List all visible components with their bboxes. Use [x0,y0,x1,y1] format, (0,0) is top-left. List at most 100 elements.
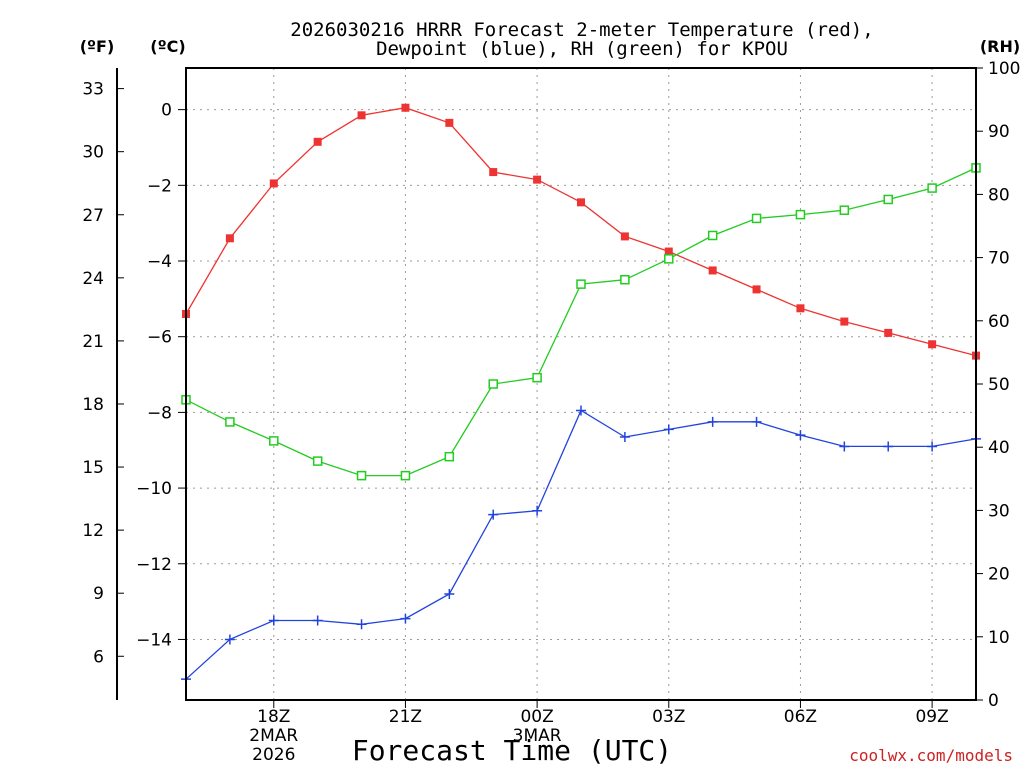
fahrenheit-unit-label: (ºF) [80,37,115,56]
rh-point [225,417,235,427]
chart-title-line2: Dewpoint (blue), RH (green) for KPOU [376,38,788,60]
temperature-point [577,198,585,207]
celsius-tick-label: −4 [147,252,172,272]
dewpoint-point [883,441,894,452]
temperature-series [182,103,980,360]
dewpoint-point [663,424,674,435]
dewpoint-point [576,405,586,416]
rh-point [795,209,806,220]
year-label: 2026 [252,745,295,765]
rh-point [488,379,498,389]
dewpoint-point [927,441,938,452]
grid-lines [186,68,976,700]
temperature-point [533,175,542,184]
date-label: 3MAR [513,726,562,746]
temperature-point [445,118,454,127]
rh-point [664,254,674,264]
temperature-point [225,234,234,243]
time-tick-label: 18Z [257,707,290,727]
fahrenheit-tick-label: 30 [82,143,104,163]
time-tick-label: 06Z [784,707,817,727]
dewpoint-point [839,441,850,452]
celsius-tick-label: −2 [147,176,172,196]
fahrenheit-tick-label: 15 [82,458,104,478]
temperature-point [620,232,629,241]
dewpoint-point [400,613,411,624]
temperature-point [269,179,278,188]
fahrenheit-tick-label: 33 [82,80,104,100]
fahrenheit-tick-label: 27 [82,206,104,226]
dewpoint-line [185,409,977,680]
temperature-point [401,103,410,112]
dewpoint-point [707,416,718,427]
temperature-point [928,340,937,349]
rh-point [707,230,718,241]
x-axis-label: Forecast Time (UTC) [352,734,672,767]
fahrenheit-tick-label: 12 [82,521,104,541]
rh-point [576,279,586,289]
dewpoint-point [795,430,806,441]
rh-point [312,456,323,466]
temperature-point [796,304,805,313]
temperature-point [708,266,717,275]
fahrenheit-tick-label: 21 [82,332,104,352]
fahrenheit-tick-label: 9 [93,584,104,604]
fahrenheit-tick-label: 6 [93,647,104,667]
rh-point [927,183,937,193]
rh-series [181,163,981,481]
plot-frame [185,67,977,701]
rh-point [444,451,455,462]
time-tick-label: 03Z [652,707,685,727]
dewpoint-point [268,615,279,626]
rh-tick-label: 40 [988,438,1010,458]
dewpoint-point [532,505,543,516]
temperature-point [664,247,673,256]
rh-point [751,213,762,224]
time-tick-label: 21Z [389,707,422,727]
rh-point [269,436,279,446]
rh-point [356,470,367,481]
rh-tick-label: 60 [988,312,1010,332]
dewpoint-series [181,405,981,685]
rh-point [620,274,630,285]
celsius-tick-label: −14 [136,630,172,650]
series-layer [181,103,981,685]
dewpoint-point [356,619,367,630]
time-tick-label: 00Z [520,707,553,727]
rh-tick-label: 70 [988,249,1010,269]
temperature-point [884,328,893,337]
dewpoint-point [619,431,630,442]
temperature-point [840,317,849,326]
celsius-tick-label: −10 [136,479,172,499]
rh-point [532,372,542,383]
rh-tick-label: 100 [988,59,1020,79]
dewpoint-point [751,416,762,427]
celsius-tick-label: −12 [136,555,172,575]
rh-tick-label: 20 [988,565,1010,585]
rh-point [400,470,411,481]
dewpoint-point [312,615,323,626]
rh-tick-label: 10 [988,628,1010,648]
temperature-point [752,285,761,294]
rh-tick-label: 0 [988,691,999,711]
celsius-tick-label: 0 [161,101,172,121]
fahrenheit-tick-label: 24 [82,269,104,289]
date-label: 2MAR [249,726,298,746]
fahrenheit-tick-label: 18 [82,395,104,415]
celsius-tick-label: −6 [147,328,172,348]
temperature-point [357,111,366,120]
dewpoint-point [224,634,235,645]
rh-tick-label: 90 [988,122,1010,142]
temperature-point [489,168,498,177]
time-tick-label: 09Z [915,707,948,727]
watermark-text: coolwx.com/models [849,746,1013,765]
rh-tick-label: 30 [988,501,1010,521]
celsius-tick-label: −8 [147,403,172,423]
rh-point [883,194,893,205]
dewpoint-point [444,589,455,600]
temperature-point [313,137,322,146]
rh-tick-label: 50 [988,375,1010,395]
